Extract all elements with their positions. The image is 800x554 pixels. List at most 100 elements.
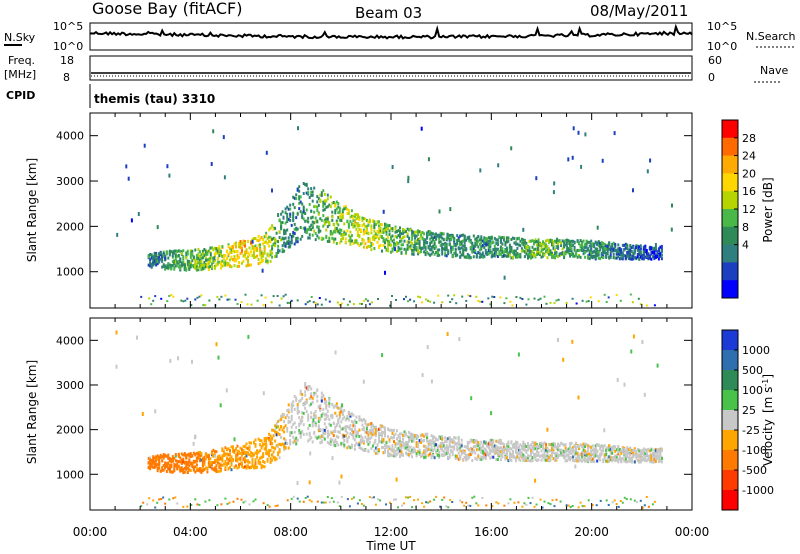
echo-cell-727 <box>305 386 308 390</box>
echo-cell-2281 <box>638 252 641 256</box>
echo-cell-163 <box>185 467 188 471</box>
echo-cell-698 <box>301 216 304 220</box>
echo-cell-628 <box>283 445 286 449</box>
echo-cell-878 <box>334 444 337 448</box>
echo-cell-2390 <box>190 304 193 307</box>
echo-cell-1042 <box>367 442 370 446</box>
echo-cell-665 <box>292 441 295 445</box>
echo-cell-208 <box>194 453 197 457</box>
echo-cell-1236 <box>408 445 411 449</box>
echo-cell-1614 <box>493 249 496 253</box>
echo-cell-1684 <box>507 236 510 240</box>
echo-cell-2187 <box>617 250 620 254</box>
echo-cell-769 <box>316 208 319 212</box>
echo-cell-67 <box>161 455 164 459</box>
echo-cell-284 <box>210 461 213 465</box>
echo-cell-724 <box>305 229 308 233</box>
echo-cell-1593 <box>489 248 492 252</box>
echo-cell-851 <box>329 439 332 443</box>
echo-cell-1622 <box>495 447 498 451</box>
echo-cell-1587 <box>487 249 490 252</box>
echo-cell-1204 <box>402 453 404 457</box>
echo-cell-1091 <box>382 243 385 247</box>
echo-cell-844 <box>331 236 334 240</box>
echo-cell-2473 <box>455 302 458 305</box>
echo-cell-2422 <box>286 301 289 304</box>
echo-cell-1739 <box>520 237 523 241</box>
echo-cell-269 <box>207 454 210 458</box>
echo-cell-1679 <box>507 239 510 243</box>
echo-cell-1599 <box>490 455 493 459</box>
echo-cell-1861 <box>543 447 546 451</box>
echo-cell-1934 <box>561 247 564 251</box>
echo-cell-1198 <box>400 453 403 457</box>
echo-cell-165 <box>185 465 188 469</box>
echo-cell-2117 <box>602 245 605 249</box>
echo-cell-811 <box>322 407 325 411</box>
echo-cell-1234 <box>408 439 411 443</box>
echo-cell-2179 <box>615 248 618 252</box>
echo-cell-401 <box>233 242 236 246</box>
echo-cell-1101 <box>384 241 386 245</box>
echo-cell-973 <box>352 436 355 440</box>
echo-cell-351 <box>221 259 224 263</box>
echo-cell-2410 <box>250 303 253 306</box>
echo-cell-235 <box>200 458 203 462</box>
echo-cell-1375 <box>441 247 444 251</box>
echo-cell-1410 <box>450 248 453 252</box>
echo-cell-2110 <box>600 241 603 245</box>
echo-cell-982 <box>353 444 356 448</box>
echo-cell-1764 <box>523 445 526 449</box>
echo-cell-1912 <box>554 444 556 448</box>
echo-cell-2233 <box>627 248 630 252</box>
echo-cell-1904 <box>552 443 555 447</box>
echo-cell-565 <box>269 442 272 446</box>
echo-cell-1424 <box>453 241 456 245</box>
echo-cell-1340 <box>433 243 436 247</box>
echo-cell-123 <box>173 267 176 271</box>
echo-cell-1597 <box>489 239 492 243</box>
echo-cell-1737 <box>519 255 522 259</box>
echo-cell-92 <box>165 252 168 256</box>
echo-cell-1891 <box>549 443 552 447</box>
echo-cell-2153 <box>603 457 606 461</box>
echo-cell-77 <box>162 264 165 268</box>
echo-cell-1516 <box>472 234 475 238</box>
echo-cell-1092 <box>382 239 385 243</box>
echo-cell-1714 <box>514 240 517 244</box>
echo-cell-518 <box>262 252 265 256</box>
echo-cell-368 <box>229 458 231 462</box>
echo-cell-1667 <box>504 249 507 253</box>
echo-cell-1016 <box>361 423 364 427</box>
echo-cell-7 <box>149 456 152 460</box>
echo-cell-2255 <box>624 457 627 461</box>
echo-cell-1847 <box>540 449 543 453</box>
echo-cell-1361 <box>438 253 441 257</box>
power-colorbar-swatch-1 <box>722 137 738 157</box>
echo-cell-1679 <box>505 453 508 457</box>
echo-cell-2211 <box>623 243 626 247</box>
echo-cell-1169 <box>399 239 401 243</box>
echo-cell-1445 <box>454 436 457 440</box>
echo-cell-1632 <box>496 458 499 461</box>
echo-cell-2245 <box>630 255 633 259</box>
echo-cell-1080 <box>381 223 383 227</box>
echo-cell-2274 <box>629 448 632 452</box>
echo-cell-1425 <box>448 444 451 448</box>
echo-cell-1815 <box>534 452 537 456</box>
echo-cell-1603 <box>490 236 493 240</box>
echo-cell-1144 <box>393 243 395 247</box>
echo-cell-2484 <box>491 295 494 298</box>
echo-cell-1983 <box>569 449 572 453</box>
echo-cell-1948 <box>564 252 567 256</box>
echo-cell-1300 <box>421 433 424 437</box>
echo-cell-288 <box>207 249 210 253</box>
echo-cell-549 <box>268 235 271 239</box>
echo-cell-1683 <box>507 251 510 255</box>
echo-cell-110 <box>171 470 174 474</box>
echo-cell-1051 <box>368 441 371 444</box>
echo-cell-296 <box>213 466 216 470</box>
echo-cell-1383 <box>441 441 444 445</box>
echo-cell-2363 <box>648 459 651 463</box>
echo-cell-444 <box>244 450 246 454</box>
